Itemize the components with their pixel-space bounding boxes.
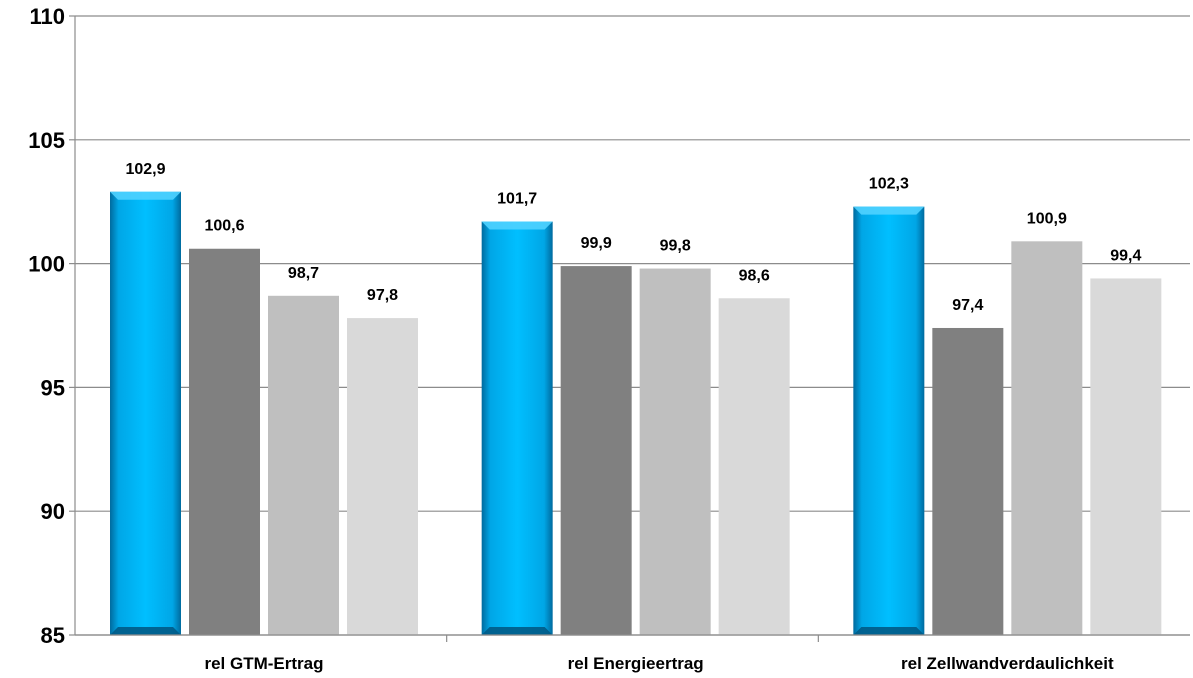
category-label: rel Zellwandverdaulichkeit bbox=[901, 654, 1114, 673]
data-label: 97,4 bbox=[952, 297, 983, 314]
y-tick-label: 90 bbox=[41, 499, 65, 524]
bar bbox=[560, 266, 632, 635]
data-label: 102,3 bbox=[869, 176, 909, 193]
y-tick-label: 105 bbox=[28, 128, 65, 153]
bar bbox=[639, 268, 711, 635]
bar bbox=[932, 327, 1004, 635]
bar-bevel-bottom bbox=[853, 627, 925, 635]
y-tick-label: 110 bbox=[30, 4, 66, 29]
bar bbox=[110, 191, 181, 635]
y-tick-label: 95 bbox=[41, 375, 65, 400]
bar bbox=[481, 221, 553, 635]
bar bbox=[189, 248, 260, 635]
data-label: 99,4 bbox=[1110, 247, 1141, 264]
bar bbox=[853, 206, 925, 636]
data-label: 101,7 bbox=[497, 191, 537, 208]
data-label: 99,8 bbox=[660, 238, 691, 255]
category-label: rel GTM-Ertrag bbox=[204, 654, 323, 673]
data-label: 100,9 bbox=[1027, 210, 1067, 227]
bar bbox=[1090, 278, 1162, 635]
category-label: rel Energieertrag bbox=[568, 654, 704, 673]
axes bbox=[69, 15, 1190, 642]
y-tick-label: 100 bbox=[28, 252, 65, 277]
bar-bevel-bottom bbox=[110, 627, 181, 635]
data-label: 100,6 bbox=[204, 218, 244, 235]
data-label: 98,6 bbox=[739, 267, 770, 284]
bar bbox=[1011, 241, 1083, 636]
labels: 85 90 95 100 105 110 102,9 100,6 98,7 97,8 rel GTM… bbox=[28, 4, 1141, 673]
bar-bevel-top bbox=[853, 206, 925, 215]
bar-bevel-bottom bbox=[481, 627, 553, 635]
y-tick-label: 85 bbox=[41, 623, 65, 648]
bars bbox=[110, 191, 1162, 636]
data-label: 98,7 bbox=[288, 265, 319, 282]
bar bbox=[268, 295, 339, 635]
data-label: 97,8 bbox=[367, 287, 398, 304]
bar bbox=[718, 298, 790, 635]
bar-bevel-top bbox=[110, 191, 181, 200]
bar bbox=[347, 318, 418, 635]
data-label: 102,9 bbox=[125, 161, 165, 178]
data-label: 99,9 bbox=[581, 235, 612, 252]
bar-bevel-top bbox=[481, 221, 553, 230]
